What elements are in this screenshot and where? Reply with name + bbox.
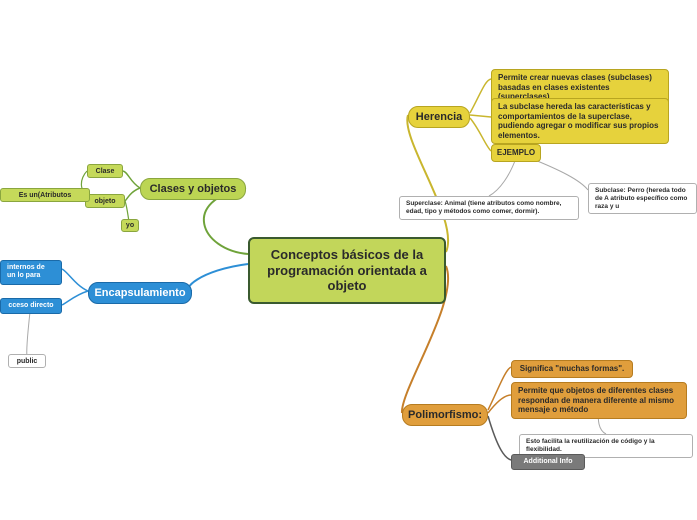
leaf-subclase-perro[interactable]: Subclase: Perro (hereda todo de A atribu… [588, 183, 697, 214]
leaf-superclase-animal[interactable]: Superclase: Animal (tiene atributos como… [399, 196, 579, 220]
leaf-herencia-ejemplo[interactable]: EJEMPLO [491, 144, 541, 162]
branch-encapsulamiento[interactable]: Encapsulamiento [88, 282, 192, 304]
leaf-clase[interactable]: Clase [87, 164, 123, 178]
branch-herencia[interactable]: Herencia [408, 106, 470, 128]
leaf-encap-public[interactable]: public [8, 354, 46, 368]
leaf-poli-additional-info[interactable]: Additional Info [511, 454, 585, 470]
leaf-objeto[interactable]: objeto [85, 194, 125, 208]
leaf-yo[interactable]: yo [121, 219, 139, 232]
leaf-poli-significa[interactable]: Significa "muchas formas". [511, 360, 633, 378]
leaf-es-un-atributos[interactable]: Es un(Atributos [0, 188, 90, 202]
branch-polimorfismo[interactable]: Polimorfismo: [402, 404, 488, 426]
leaf-herencia-subclase-hereda[interactable]: La subclase hereda las características y… [491, 98, 669, 144]
leaf-encap-acceso[interactable]: cceso directo [0, 298, 62, 314]
root-node[interactable]: Conceptos básicos de la programación ori… [248, 237, 446, 304]
branch-clases-objetos[interactable]: Clases y objetos [140, 178, 246, 200]
leaf-poli-permite[interactable]: Permite que objetos de diferentes clases… [511, 382, 687, 419]
leaf-encap-internos[interactable]: internos de un lo para [0, 260, 62, 285]
